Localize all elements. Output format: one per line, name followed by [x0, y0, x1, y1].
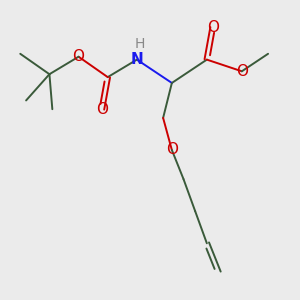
- Text: N: N: [130, 52, 143, 67]
- Text: O: O: [236, 64, 248, 79]
- Text: H: H: [135, 37, 145, 51]
- Text: O: O: [96, 102, 108, 117]
- Text: O: O: [207, 20, 219, 35]
- Text: O: O: [73, 49, 85, 64]
- Text: O: O: [166, 142, 178, 158]
